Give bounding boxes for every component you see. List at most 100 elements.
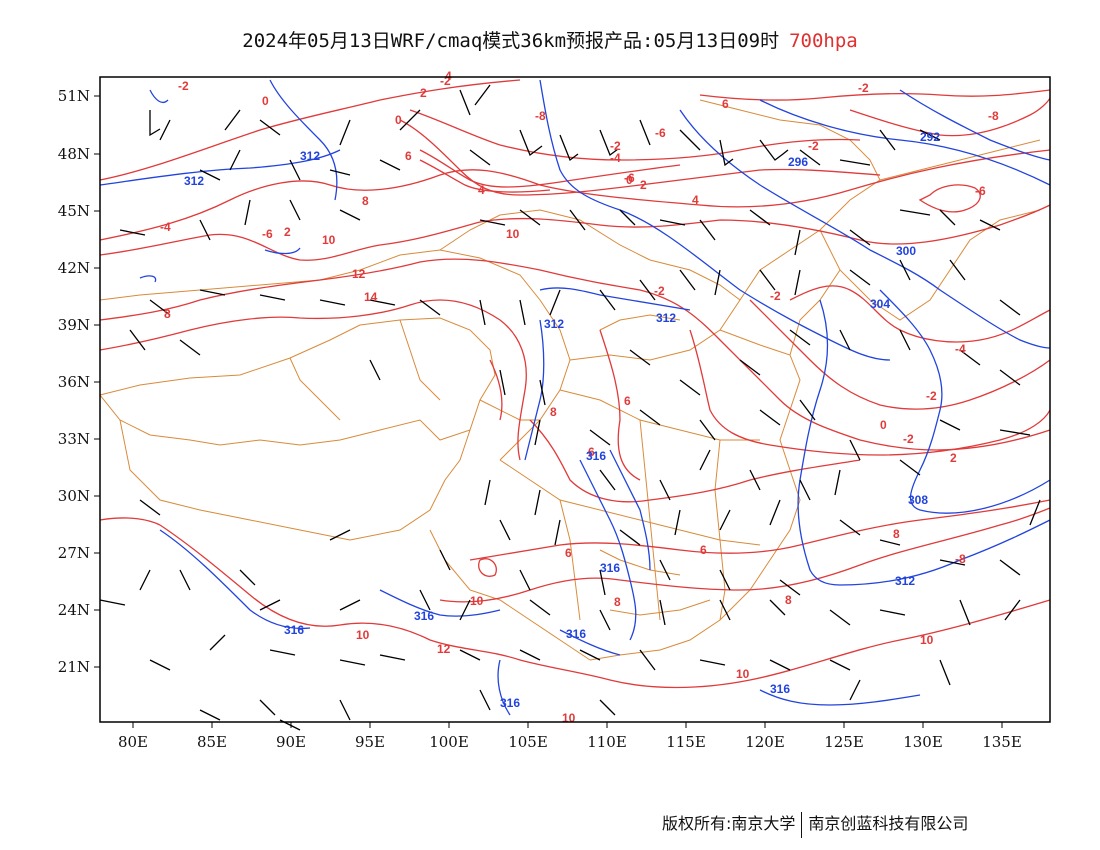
height-label: 312 — [544, 317, 564, 331]
temperature-labels: -2 0 2 -2 4 0 -8 6 -6 6 -4 -2 2 4 8 10 1… — [160, 69, 999, 725]
temp-label: 12 — [352, 267, 366, 281]
temp-label: 10 — [920, 633, 934, 647]
temp-label: -6 — [975, 184, 986, 198]
lon-label: 115E — [666, 733, 706, 751]
lat-label: 24N — [58, 601, 90, 619]
temp-label: -6 — [262, 227, 273, 241]
height-label: 296 — [788, 155, 808, 169]
latitude-labels: 51N 48N 45N 42N 39N 36N 33N 30N 27N 24N … — [58, 87, 90, 676]
temp-label: -2 — [858, 81, 869, 95]
copyright-owner: 版权所有:南京大学 — [662, 814, 796, 833]
temp-label: 0 — [880, 418, 887, 432]
height-label: 316 — [414, 609, 434, 623]
temp-label: 0 — [395, 113, 402, 127]
temp-label: -4 — [955, 342, 966, 356]
wind-barbs — [99, 84, 1041, 731]
temp-label: -2 — [178, 79, 189, 93]
temp-label: 8 — [614, 595, 621, 609]
temp-label: -6 — [655, 126, 666, 140]
temp-label: -2 — [903, 432, 914, 446]
lon-label: 90E — [276, 733, 306, 751]
temp-label: -8 — [535, 109, 546, 123]
lon-label: 85E — [197, 733, 227, 751]
temp-label: -4 — [610, 151, 621, 165]
axis-tick-marks — [94, 95, 1003, 728]
temp-label: -4 — [160, 220, 171, 234]
lat-label: 48N — [58, 145, 90, 163]
temp-label: 2 — [420, 86, 427, 100]
temp-label: 6 — [624, 394, 631, 408]
lon-label: 125E — [824, 733, 864, 751]
lon-label: 130E — [903, 733, 943, 751]
height-label: 308 — [908, 493, 928, 507]
height-label: 312 — [300, 149, 320, 163]
height-label: 312 — [895, 574, 915, 588]
temp-label: 10 — [322, 233, 336, 247]
temp-label: 0 — [626, 173, 633, 187]
temp-label: -2 — [610, 139, 621, 153]
lat-label: 27N — [58, 544, 90, 562]
temp-label: 10 — [506, 227, 520, 241]
lon-label: 95E — [355, 733, 385, 751]
temp-label: 4 — [692, 193, 699, 207]
height-label: 316 — [284, 623, 304, 637]
lon-label: 100E — [429, 733, 469, 751]
temp-label: 10 — [562, 711, 576, 725]
footer-divider — [801, 811, 803, 838]
lon-label: 120E — [745, 733, 785, 751]
longitude-labels: 80E 85E 90E 95E 100E 105E 110E 115E 120E… — [118, 733, 1022, 751]
temp-label: 8 — [893, 527, 900, 541]
temp-label: -2 — [770, 289, 781, 303]
height-label: 316 — [586, 449, 606, 463]
height-label: 292 — [920, 130, 940, 144]
temp-label: 10 — [356, 628, 370, 642]
temp-label: 6 — [722, 97, 729, 111]
lat-label: 21N — [58, 658, 90, 676]
lon-label: 80E — [118, 733, 148, 751]
lon-label: 110E — [587, 733, 627, 751]
temperature-isolines — [99, 79, 1051, 689]
temp-label: 6 — [588, 445, 595, 459]
temp-label: -8 — [955, 552, 966, 566]
lat-label: 51N — [58, 87, 90, 105]
copyright-footer: 版权所有:南京大学 南京创蓝科技有限公司 — [662, 810, 968, 838]
height-label: 316 — [600, 561, 620, 575]
lat-label: 33N — [58, 430, 90, 448]
temp-label: 10 — [470, 594, 484, 608]
temp-label: -2 — [926, 389, 937, 403]
temp-label: -6 — [624, 171, 635, 185]
lat-label: 45N — [58, 202, 90, 220]
height-labels: 312 312 312 312 316 308 312 316 316 316 … — [184, 130, 940, 710]
temp-label: 14 — [364, 290, 378, 304]
copyright-company: 南京创蓝科技有限公司 — [808, 814, 969, 833]
temp-label: 10 — [736, 667, 750, 681]
height-label: 316 — [500, 696, 520, 710]
temp-label: 6 — [700, 543, 707, 557]
temp-label: 0 — [262, 94, 269, 108]
map-frame — [99, 76, 1051, 723]
height-label: 312 — [656, 311, 676, 325]
temp-label: 6 — [565, 546, 572, 560]
map-title: 2024年05月13日WRF/cmaq模式36km预报产品:05月13日09时 7… — [0, 26, 1100, 53]
temp-label: 8 — [785, 593, 792, 607]
height-label: 316 — [566, 627, 586, 641]
lat-label: 42N — [58, 259, 90, 277]
temp-label: 8 — [362, 194, 369, 208]
temp-label: 2 — [640, 178, 647, 192]
temp-label: 4 — [445, 69, 452, 83]
lat-label: 36N — [58, 373, 90, 391]
temp-label: -2 — [808, 139, 819, 153]
lat-label: 39N — [58, 316, 90, 334]
lon-label: 135E — [982, 733, 1022, 751]
temp-label: 6 — [405, 149, 412, 163]
temp-label: 2 — [284, 225, 291, 239]
height-contours — [99, 79, 1051, 716]
title-main: 2024年05月13日WRF/cmaq模式36km预报产品:05月13日09时 — [242, 30, 780, 52]
temp-label: 8 — [550, 405, 557, 419]
height-label: 312 — [184, 174, 204, 188]
temp-label: 2 — [950, 451, 957, 465]
temp-label: -8 — [988, 109, 999, 123]
title-level: 700hpa — [789, 30, 858, 52]
height-label: 300 — [896, 244, 916, 258]
